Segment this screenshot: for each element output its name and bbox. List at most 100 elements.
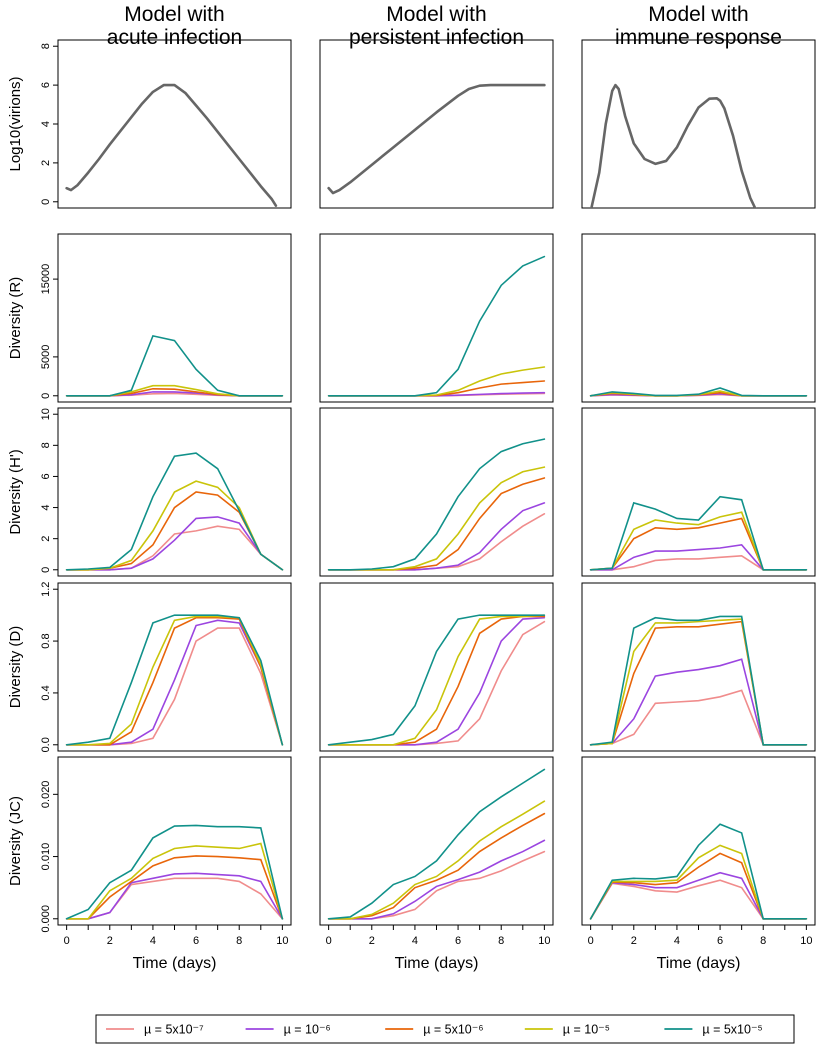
plot-frame [57,756,292,926]
series-line--10- [65,480,284,571]
plot-frame [581,233,816,403]
series-line--5x10- [589,517,808,571]
legend-label: µ = 5x10⁻⁵ [702,1023,762,1037]
series-line--5x10- [65,334,284,397]
y-tick-label: 0.0 [40,737,52,752]
plot-frame [581,582,816,752]
panel-r2-c1: 0 5000 15000 [40,233,292,403]
y-tick-label: 15000 [40,264,52,295]
column-title-line2: immune response [615,26,782,49]
y-axis-label: Diversity (D) [7,626,24,709]
y-axis-label: Log10(virions) [7,76,24,171]
plot-frame [319,582,554,752]
series-line--5x10- [589,615,808,746]
plot-frame [57,233,292,403]
series-line--10- [327,466,546,571]
series-line--10- [65,842,284,920]
column-title-line1: Model with [648,3,748,26]
plot-frame [581,407,816,577]
y-tick-label: 0.000 [40,905,52,933]
x-tick-label: 6 [455,935,461,947]
series-line--5x10- [327,614,546,746]
plot-frame [319,233,554,403]
y-tick-label: 4 [40,504,52,510]
x-tick-label: 0 [326,935,332,947]
virion-curve [327,83,546,195]
panel-r4-c2 [319,582,554,752]
column-title-line2: persistent infection [349,26,524,49]
series-line--5x10- [589,823,808,920]
series-line--5x10- [589,879,808,920]
panel-r5-c1: 0.000 0.010 0.020 0 2 4 6 8 10 Time (days) [40,756,292,972]
series-line--10- [589,844,808,920]
plot-frame [319,756,554,926]
panel-r5-c3: 0 2 4 6 8 10 Time (days) [581,756,816,972]
virion-curve [590,83,757,208]
plot-frame [581,756,816,926]
legend-label: µ = 10⁻⁵ [563,1023,610,1037]
legend-label: µ = 5x10⁻⁷ [144,1023,204,1037]
panel-r1-c3 [581,39,816,209]
panel-r4-c3 [581,582,816,752]
series-line--10- [327,366,546,397]
series-line--5x10- [327,255,546,397]
x-axis-label: Time (days) [395,955,479,972]
panel-r5-c2: 0 2 4 6 8 10 Time (days) [319,756,554,972]
series-line--10- [65,872,284,920]
x-tick-label: 4 [412,935,418,947]
panel-r2-c3 [581,233,816,403]
y-tick-label: 6 [40,82,52,88]
x-tick-label: 10 [800,935,812,947]
x-tick-label: 8 [760,935,766,947]
y-tick-label: 0.4 [40,685,52,700]
panel-r2-c2 [319,233,554,403]
x-axis-label: Time (days) [133,955,217,972]
y-tick-label: 0.010 [40,843,52,871]
column-title-line2: acute infection [107,26,242,49]
x-tick-label: 8 [498,935,504,947]
x-tick-label: 8 [236,935,242,947]
series-line--5x10- [327,768,546,920]
series-line--5x10- [65,824,284,920]
plot-frame [57,39,292,209]
y-tick-label: 10 [40,408,52,420]
series-line--5x10- [327,438,546,571]
y-tick-label: 4 [40,121,52,127]
y-tick-label: 6 [40,473,52,479]
y-tick-label: 0 [40,393,52,399]
series-line--5x10- [65,877,284,920]
legend-label: µ = 10⁻⁶ [284,1023,331,1037]
series-line--10- [65,516,284,571]
panel-r3-c3 [581,407,816,577]
x-axis-label: Time (days) [657,955,741,972]
series-line--5x10- [327,620,546,746]
series-line--10- [65,384,284,397]
plot-frame [581,39,816,209]
panel-r1-c1: 0 2 4 6 8 [40,39,292,209]
series-line--5x10- [327,812,546,920]
series-line--10- [327,614,546,746]
column-title-line1: Model with [386,3,486,26]
y-tick-label: 8 [40,442,52,448]
x-tick-label: 10 [538,935,550,947]
y-tick-label: 0.020 [40,781,52,809]
series-line--10- [327,502,546,571]
x-tick-label: 2 [107,935,113,947]
y-tick-label: 8 [40,43,52,49]
x-tick-label: 2 [631,935,637,947]
x-tick-label: 6 [193,935,199,947]
x-tick-label: 10 [276,935,288,947]
series-line--5x10- [327,615,546,746]
series-line--10- [327,839,546,920]
panel-r3-c1: 0 2 4 6 8 10 [40,407,292,577]
plot-frame [57,582,292,752]
series-line--5x10- [589,387,808,397]
x-tick-label: 0 [64,935,70,947]
series-line--10- [589,658,808,746]
y-axis-label: Diversity (JC) [7,796,24,886]
legend: µ = 5x10⁻⁷ µ = 10⁻⁶ µ = 5x10⁻⁶ µ = 10⁻⁵ µ = … [95,1014,795,1044]
y-tick-label: 2 [40,536,52,542]
y-tick-label: 2 [40,160,52,166]
x-tick-label: 0 [588,935,594,947]
